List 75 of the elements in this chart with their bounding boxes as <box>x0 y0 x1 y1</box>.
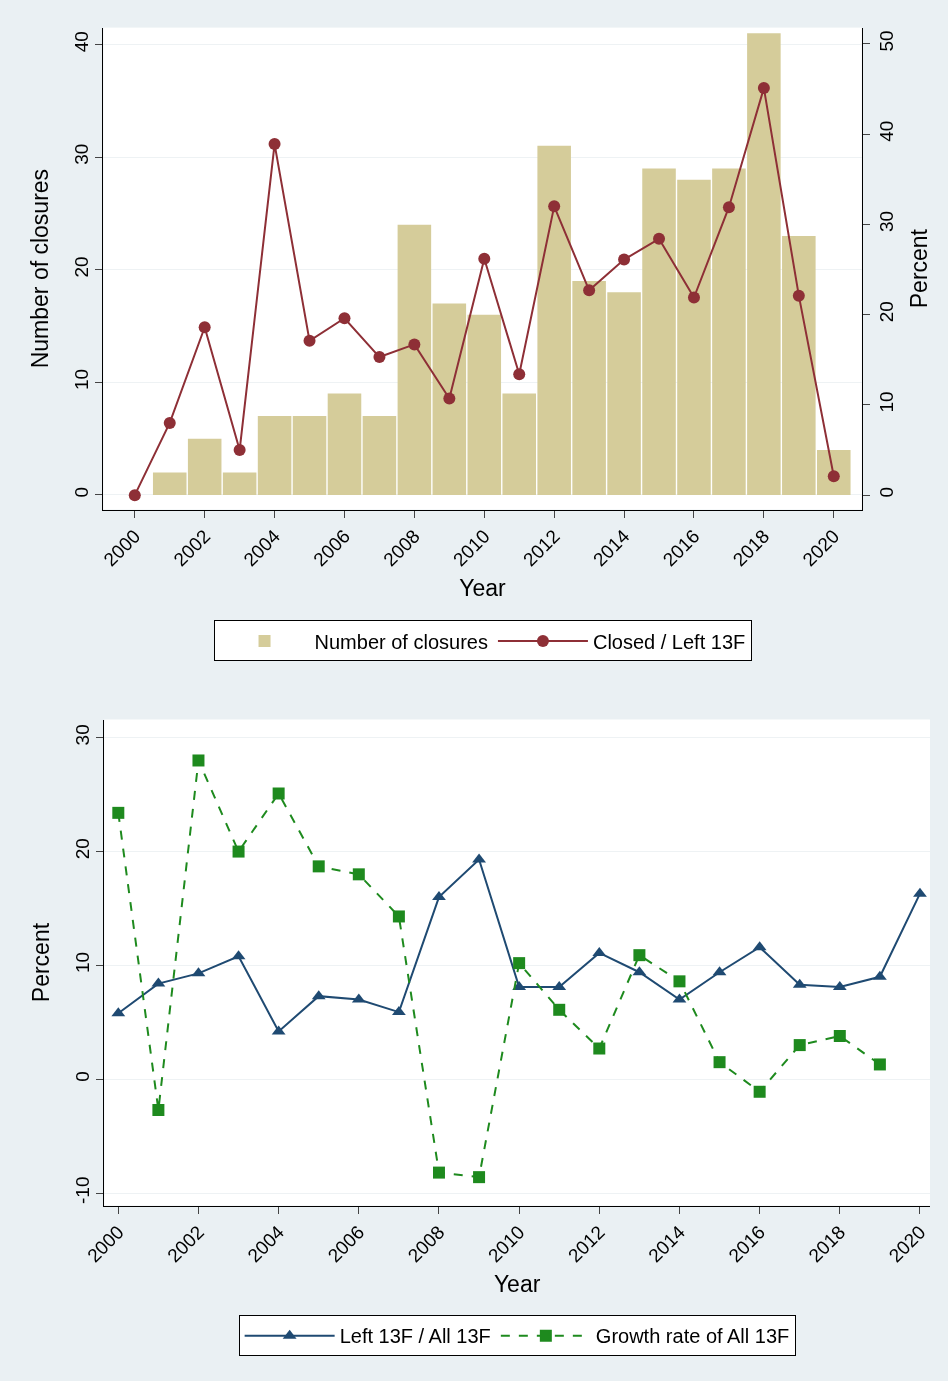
point <box>593 1042 606 1055</box>
point <box>192 754 205 767</box>
point <box>722 201 735 214</box>
x-axis-title: Year <box>459 574 507 601</box>
point <box>873 1058 886 1071</box>
point <box>163 416 176 429</box>
bar <box>362 416 397 495</box>
point <box>198 321 211 334</box>
y2-tick-label: 30 <box>875 210 897 233</box>
point <box>513 957 526 970</box>
y2-tick-label: 20 <box>875 301 897 323</box>
point <box>757 82 770 95</box>
point <box>833 1029 846 1042</box>
y2-tick-label: 10 <box>875 391 897 413</box>
y2-tick-label: 0 <box>875 487 897 498</box>
bar <box>397 224 432 495</box>
y-tick-label: 10 <box>70 368 92 391</box>
y2-tick-label: 50 <box>875 30 897 52</box>
y2-tick-label: 40 <box>875 120 897 142</box>
legend-label: Number of closures <box>314 630 488 653</box>
point <box>303 334 316 347</box>
point <box>128 489 141 502</box>
point <box>687 291 700 304</box>
y-tick-label: 20 <box>71 838 93 860</box>
point <box>232 845 245 858</box>
y2-axis-title: Percent <box>906 228 933 309</box>
point <box>513 368 526 381</box>
y-tick-label: -10 <box>71 1176 93 1204</box>
y-tick-label: 0 <box>71 1071 93 1082</box>
y-tick-label: 30 <box>70 143 92 165</box>
legend-label: Closed / Left 13F <box>592 630 746 653</box>
point <box>753 1085 766 1098</box>
point <box>673 975 686 988</box>
bar <box>432 303 467 495</box>
y-tick-label: 20 <box>70 256 92 278</box>
point <box>633 949 646 962</box>
point <box>373 351 386 364</box>
point <box>338 312 351 325</box>
point <box>152 1103 165 1116</box>
point <box>432 891 446 901</box>
y-axis-title: Number of closures <box>27 168 54 369</box>
point <box>312 860 325 873</box>
bar <box>257 416 292 495</box>
y-tick-label: 40 <box>70 31 92 53</box>
point <box>793 1039 806 1052</box>
bar <box>327 393 362 495</box>
y-axis-title: Percent <box>28 922 55 1003</box>
point <box>392 910 405 923</box>
point <box>443 392 456 405</box>
point <box>583 284 596 297</box>
point <box>618 253 631 266</box>
point <box>268 138 281 151</box>
point <box>272 787 285 800</box>
point <box>472 853 486 863</box>
legend-label: Growth rate of All 13F <box>595 1325 790 1348</box>
point <box>112 806 125 819</box>
point <box>548 200 561 213</box>
point <box>653 232 666 245</box>
legend-label: Left 13F / All 13F <box>339 1325 491 1348</box>
point <box>408 338 421 351</box>
bar <box>222 472 257 495</box>
x-axis-title: Year <box>493 1270 541 1297</box>
point <box>432 1166 445 1179</box>
y-tick-label: 30 <box>71 724 93 746</box>
y-tick-label: 0 <box>70 486 92 498</box>
y-tick-label: 10 <box>71 951 93 974</box>
point <box>233 444 246 457</box>
point <box>473 1171 486 1184</box>
point <box>352 868 365 881</box>
bar <box>292 416 327 495</box>
point <box>713 1056 726 1069</box>
point <box>792 289 805 302</box>
point <box>553 1003 566 1016</box>
point <box>913 887 927 897</box>
point <box>478 252 491 265</box>
